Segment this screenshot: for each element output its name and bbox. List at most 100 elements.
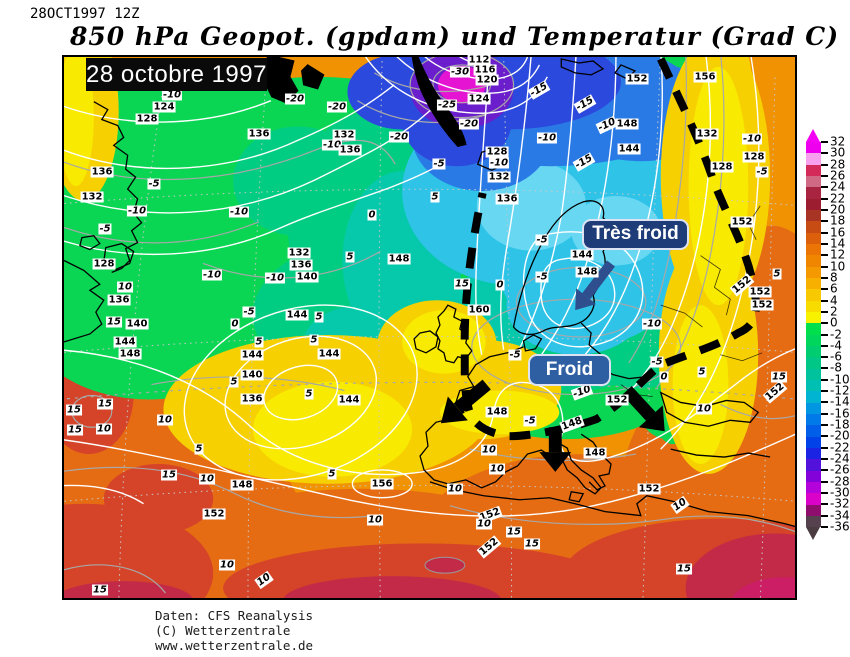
contour-label: 124 <box>152 101 176 113</box>
contour-label: 15 <box>771 371 787 383</box>
contour-label: 136 <box>107 294 131 306</box>
colorbar-arrow-bottom-icon <box>806 527 820 540</box>
contour-label: 0 <box>495 279 505 291</box>
annotation-tres-froid: Très froid <box>582 219 689 250</box>
contour-label: 144 <box>240 349 264 361</box>
contour-label: 10 <box>696 403 712 415</box>
colorbar-tick-label: 10 <box>830 258 846 273</box>
contour-label: 15 <box>97 398 113 410</box>
colorbar-tick-mark <box>821 265 828 268</box>
contour-label: 10 <box>219 559 235 571</box>
colorbar-arrow-top-icon <box>806 129 820 142</box>
colorbar-tick-label: -14 <box>830 394 850 409</box>
contour-label: -20 <box>458 118 480 130</box>
colorbar-segment <box>806 402 821 414</box>
contour-label: 132 <box>332 129 356 141</box>
contour-label: 156 <box>693 71 717 83</box>
colorbar-tick-label: 28 <box>830 157 846 172</box>
contour-label: 0 <box>659 371 669 383</box>
contour-label: 140 <box>295 271 319 283</box>
contour-label: 132 <box>80 191 104 203</box>
contour-label: -20 <box>284 93 306 105</box>
contour-label: 120 <box>475 74 499 86</box>
colorbar-tick-mark <box>821 378 828 381</box>
colorbar-tick-label: -8 <box>830 360 842 375</box>
contour-label: 15 <box>66 404 82 416</box>
contour-label: 10 <box>367 514 383 526</box>
contour-label: 152 <box>750 299 774 311</box>
contour-label: 136 <box>338 144 362 156</box>
colorbar-tick-mark <box>821 492 828 495</box>
contour-label: 5 <box>697 366 707 378</box>
colorbar-segment <box>806 334 821 346</box>
colorbar-segment <box>806 481 821 494</box>
colorbar-tick-label: 18 <box>830 213 846 228</box>
annotation-froid: Froid <box>528 354 611 386</box>
date-overlay: 28 octobre 1997 <box>86 58 267 91</box>
contour-label: 5 <box>314 311 324 323</box>
contour-label: -10 <box>264 272 286 284</box>
contour-label: 132 <box>695 128 719 140</box>
colorbar-tick-mark <box>821 390 828 393</box>
contour-label: -10 <box>321 139 343 151</box>
contour-label: 15 <box>161 469 177 481</box>
colorbar-tick-mark <box>821 174 828 177</box>
contour-label: 148 <box>387 253 411 265</box>
colorbar-segment <box>806 515 821 528</box>
contour-label: 15 <box>92 584 108 596</box>
contour-label: 144 <box>337 394 361 406</box>
colorbar-tick-mark <box>821 288 828 291</box>
colorbar-segment <box>806 436 821 448</box>
contour-label: -20 <box>326 101 348 113</box>
colorbar-tick-label: 2 <box>830 304 838 319</box>
colorbar-segment <box>806 368 821 380</box>
contour-label: 10 <box>96 423 112 435</box>
colorbar-tick-mark <box>821 344 828 347</box>
colorbar-tick-label: 4 <box>830 292 838 307</box>
contour-label: -25 <box>436 99 458 111</box>
contour-label: 144 <box>570 249 594 261</box>
contour-label: -10 <box>161 89 183 101</box>
colorbar-tick-mark <box>821 242 828 245</box>
colorbar-tick-mark <box>821 322 828 325</box>
colorbar-segment <box>806 289 821 301</box>
contour-label: -10 <box>201 269 223 281</box>
colorbar-segment <box>806 425 821 437</box>
contour-label: 5 <box>194 443 204 455</box>
contour-label: 15 <box>454 278 470 290</box>
model-run-label: 28OCT1997 12Z <box>30 6 140 22</box>
colorbar-tick-label: -16 <box>830 406 850 421</box>
contour-label: 148 <box>583 447 607 459</box>
contour-label: 148 <box>575 266 599 278</box>
colorbar-tick-mark <box>821 333 828 336</box>
colorbar-tick-label: 32 <box>830 134 846 149</box>
contour-label: 160 <box>467 304 491 316</box>
contour-label: 148 <box>615 118 639 130</box>
contour-label: 5 <box>772 268 782 280</box>
colorbar-tick-label: -2 <box>830 326 842 341</box>
colorbar-segment <box>806 277 821 290</box>
contour-label: 144 <box>617 143 641 155</box>
front-dashed-line <box>460 57 760 441</box>
colorbar-segment <box>806 357 821 369</box>
colorbar-tick-mark <box>821 367 828 370</box>
contour-label: -10 <box>126 205 148 217</box>
colorbar-segment <box>806 379 821 392</box>
colorbar-tick-mark <box>821 276 828 279</box>
colorbar-tick-mark <box>821 163 828 166</box>
colorbar-tick-mark <box>821 514 828 517</box>
attribution-line: Daten: CFS Reanalysis <box>155 608 314 623</box>
contour-label: -10 <box>741 133 763 145</box>
contour-label: 152 <box>730 216 754 228</box>
contour-label: -30 <box>449 66 471 78</box>
contour-label: 0 <box>367 209 377 221</box>
contour-label: 136 <box>289 259 313 271</box>
contour-label: 140 <box>240 369 264 381</box>
contour-label: 152 <box>605 394 629 406</box>
colorbar-segment <box>806 175 821 188</box>
contour-label: -5 <box>650 356 664 368</box>
colorbar-tick-label: -6 <box>830 349 842 364</box>
contour-label: 5 <box>229 376 239 388</box>
contour-label: 128 <box>92 258 116 270</box>
contour-label: 5 <box>309 334 319 346</box>
